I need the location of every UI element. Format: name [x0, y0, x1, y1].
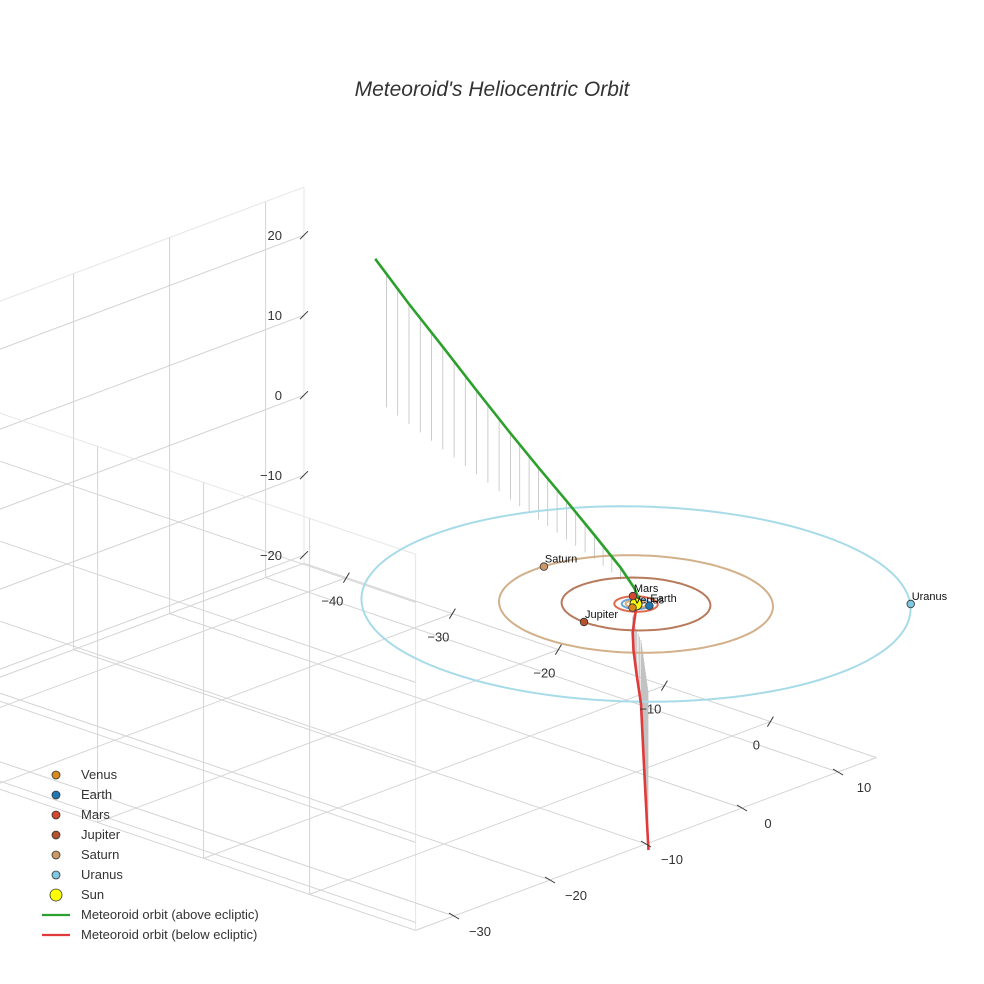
- wall-gridline: [0, 314, 305, 430]
- saturn-orbit: [497, 554, 775, 654]
- wall-gridline: [0, 700, 416, 843]
- floor-edge: [303, 562, 877, 759]
- x-tick-mark: [660, 680, 668, 691]
- z-tick-label: 20: [268, 228, 282, 243]
- legend[interactable]: Venus Earth Mars Jupiter Saturn Uranus Sun Mete…: [42, 767, 259, 942]
- wall-edge: [0, 412, 416, 555]
- legend-label: Sun: [81, 887, 104, 902]
- legend-marker: [51, 830, 61, 840]
- z-tick-label: 0: [275, 388, 282, 403]
- y-tick-label: −20: [565, 888, 587, 903]
- mars-marker: [628, 591, 638, 601]
- z-tick-label: −20: [260, 548, 282, 563]
- y-tick-mark: [832, 768, 844, 776]
- legend-item-earth[interactable]: Earth: [51, 787, 112, 802]
- z-tick-mark: [299, 310, 309, 320]
- legend-label: Earth: [81, 787, 112, 802]
- legend-marker: [51, 770, 61, 780]
- y-tick-label: −30: [469, 924, 491, 939]
- wall-gridline: [0, 460, 416, 603]
- earth-label: Earth: [650, 593, 676, 605]
- legend-label: Mars: [81, 807, 110, 822]
- floor-gridline: [0, 692, 551, 881]
- x-tick-mark: [554, 644, 562, 655]
- meteoroid-orbit-below: [631, 606, 650, 851]
- z-tick-mark: [299, 230, 309, 240]
- y-tick-mark: [448, 912, 460, 920]
- z-tick-mark: [299, 550, 309, 560]
- wall-edge: [0, 562, 305, 678]
- meteoroid-orbit-above: [374, 258, 643, 606]
- y-tick-label: 10: [857, 780, 871, 795]
- legend-item-orbit-above[interactable]: Meteoroid orbit (above ecliptic): [42, 907, 259, 922]
- wall-gridline: [0, 554, 305, 670]
- x-tick-label: −10: [639, 702, 661, 717]
- y-tick-label: −10: [661, 852, 683, 867]
- saturn-marker: [539, 562, 549, 571]
- mars-label: Mars: [634, 583, 659, 595]
- wall-gridline: [0, 620, 416, 763]
- z-tick-mark: [299, 390, 309, 400]
- z-tick-label: 10: [268, 308, 282, 323]
- z-tick-mark: [299, 470, 309, 480]
- legend-item-venus[interactable]: Venus: [51, 767, 118, 782]
- x-tick-mark: [342, 572, 350, 583]
- z-tick-label: −10: [260, 468, 282, 483]
- jupiter-marker: [579, 617, 589, 627]
- y-tick-label: 0: [764, 816, 771, 831]
- uranus-orbit: [360, 505, 912, 703]
- axis-grid: [0, 186, 877, 931]
- jupiter-label: Jupiter: [585, 609, 618, 621]
- y-tick-mark: [736, 804, 748, 812]
- legend-marker: [51, 870, 61, 880]
- jupiter-orbit: [560, 576, 712, 632]
- chart-title: Meteoroid's Heliocentric Orbit: [355, 78, 631, 101]
- venus-label: Venus: [634, 595, 665, 607]
- meteoroid-trajectory: [374, 258, 650, 851]
- legend-marker: [51, 850, 61, 860]
- venus-marker: [628, 603, 637, 612]
- x-tick-label: −40: [321, 594, 343, 609]
- earth-marker: [645, 601, 654, 610]
- legend-label: Meteoroid orbit (above ecliptic): [81, 907, 259, 922]
- x-tick-label: −30: [427, 630, 449, 645]
- legend-label: Saturn: [81, 847, 119, 862]
- legend-item-jupiter[interactable]: Jupiter: [51, 827, 121, 842]
- saturn-label: Saturn: [545, 554, 577, 566]
- legend-item-orbit-below[interactable]: Meteoroid orbit (below ecliptic): [42, 927, 257, 942]
- legend-marker: [51, 810, 61, 820]
- drop-lines: [386, 273, 649, 842]
- legend-marker: [51, 790, 61, 800]
- x-tick-mark: [448, 608, 456, 619]
- uranus-marker: [906, 599, 915, 609]
- wall-gridline: [0, 540, 416, 683]
- legend-item-saturn[interactable]: Saturn: [51, 847, 119, 862]
- x-tick-label: −20: [533, 666, 555, 681]
- legend-label: Uranus: [81, 867, 123, 882]
- y-tick-mark: [544, 876, 556, 884]
- wall-gridline: [0, 780, 416, 923]
- wall-gridline: [0, 394, 305, 510]
- floor-gridline: [0, 761, 455, 917]
- floor-gridline: [265, 577, 839, 773]
- legend-label: Meteoroid orbit (below ecliptic): [81, 927, 257, 942]
- wall-edge: [0, 186, 305, 302]
- x-tick-mark: [766, 716, 774, 727]
- legend-label: Venus: [81, 767, 118, 782]
- axis-tick-labels: 20 10 0 −10 −20 −40 −30 −20 −10 0 −30 −20 −10 0 10: [260, 228, 871, 939]
- planet-orbits: [360, 505, 912, 703]
- floor-gridline: [73, 649, 647, 845]
- uranus-label: Uranus: [912, 591, 948, 603]
- wall-gridline: [0, 234, 305, 350]
- legend-marker: [49, 888, 63, 902]
- legend-label: Jupiter: [81, 827, 121, 842]
- y-tick-mark: [640, 840, 652, 848]
- legend-item-uranus[interactable]: Uranus: [51, 867, 123, 882]
- wall-edge: [0, 788, 416, 931]
- x-tick-label: 0: [753, 738, 760, 753]
- legend-item-mars[interactable]: Mars: [51, 807, 110, 822]
- legend-item-sun[interactable]: Sun: [49, 887, 104, 902]
